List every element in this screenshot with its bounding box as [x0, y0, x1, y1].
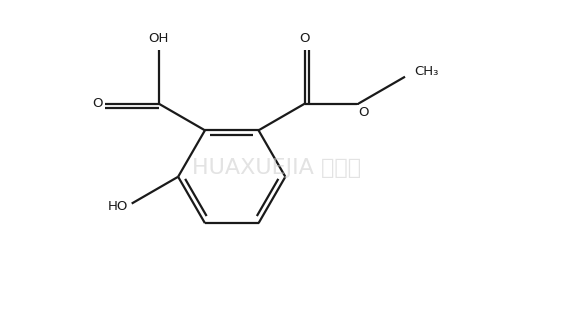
Text: O: O [358, 106, 368, 119]
Text: OH: OH [148, 32, 169, 45]
Text: O: O [299, 32, 310, 45]
Text: HUAXUEJIA 化学加: HUAXUEJIA 化学加 [192, 158, 361, 178]
Text: HO: HO [108, 200, 129, 213]
Text: CH₃: CH₃ [414, 65, 438, 78]
Text: O: O [92, 97, 102, 110]
